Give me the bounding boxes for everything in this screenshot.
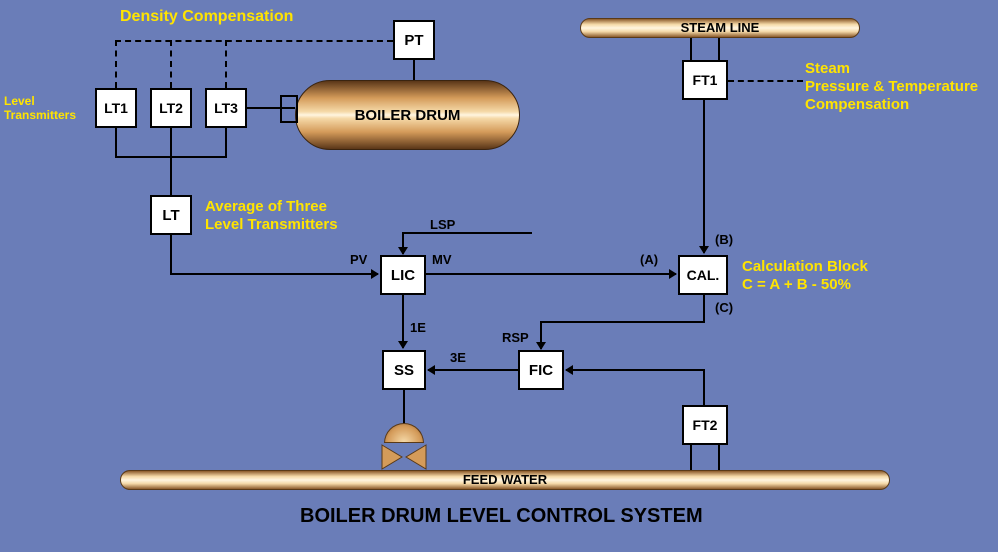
- block-lic: LIC: [380, 255, 426, 295]
- block-ss: SS: [382, 350, 426, 390]
- block-fic-label: FIC: [529, 362, 553, 379]
- block-cal-label: CAL.: [687, 267, 720, 283]
- dash-lt1: [115, 40, 117, 88]
- anno-avg-three: Average of ThreeLevel Transmitters: [205, 198, 338, 234]
- block-fic: FIC: [518, 350, 564, 390]
- feed-water-pipe: FEED WATER: [120, 470, 890, 490]
- line-lt1-d: [115, 128, 117, 158]
- feed-water-label: FEED WATER: [121, 472, 889, 487]
- steam-line-pipe: STEAM LINE: [580, 18, 860, 38]
- valve-body-icon: [380, 443, 428, 471]
- block-pt: PT: [393, 20, 435, 60]
- sig-mv: MV: [432, 252, 452, 267]
- boiler-drum: BOILER DRUM: [295, 80, 520, 150]
- line-lt-lic: [170, 273, 378, 275]
- sig-a: (A): [640, 252, 658, 267]
- block-lt3-label: LT3: [214, 100, 238, 116]
- sig-rsp: RSP: [502, 330, 529, 345]
- anno-level-trans: LevelTransmitters: [4, 94, 76, 122]
- sig-c: (C): [715, 300, 733, 315]
- sig-b: (B): [715, 232, 733, 247]
- line-lt2-d: [170, 128, 172, 195]
- diagram-title: BOILER DRUM LEVEL CONTROL SYSTEM: [300, 505, 703, 528]
- sig-lsp: LSP: [430, 217, 455, 232]
- line-ft1-up-l: [690, 38, 692, 60]
- dash-ft1-comp: [728, 80, 803, 82]
- block-lt2: LT2: [150, 88, 192, 128]
- boiler-drum-label: BOILER DRUM: [355, 107, 461, 124]
- line-lt-bus: [115, 156, 227, 158]
- block-ss-label: SS: [394, 362, 414, 379]
- line-ss-valve: [403, 390, 405, 425]
- block-lt3: LT3: [205, 88, 247, 128]
- line-rsp-down: [540, 321, 542, 349]
- line-ft2-fic: [566, 369, 705, 371]
- block-ft1-label: FT1: [693, 72, 718, 88]
- drum-port: [280, 95, 298, 123]
- line-ft2-up: [703, 369, 705, 405]
- block-lt1-label: LT1: [104, 100, 128, 116]
- line-ft1-up-r: [718, 38, 720, 60]
- line-cal-left: [540, 321, 705, 323]
- line-lsp-h: [402, 232, 532, 234]
- dash-top: [115, 40, 393, 42]
- dash-lt2: [170, 40, 172, 88]
- anno-steam-comp: SteamPressure & TemperatureCompensation: [805, 60, 978, 114]
- block-lt2-label: LT2: [159, 100, 183, 116]
- block-lt-label: LT: [162, 207, 179, 224]
- block-cal: CAL.: [678, 255, 728, 295]
- line-lic-cal: [426, 273, 676, 275]
- block-ft2: FT2: [682, 405, 728, 445]
- sig-1e: 1E: [410, 320, 426, 335]
- line-ft1-cal: [703, 100, 705, 253]
- line-lt3-d: [225, 128, 227, 158]
- sig-3e: 3E: [450, 350, 466, 365]
- valve-actuator: [384, 423, 424, 443]
- line-fic-ss: [428, 369, 518, 371]
- block-lt1: LT1: [95, 88, 137, 128]
- line-lsp-d: [402, 232, 404, 254]
- steam-line-label: STEAM LINE: [581, 20, 859, 35]
- line-pt-drum: [413, 60, 415, 80]
- block-lic-label: LIC: [391, 267, 415, 284]
- block-pt-label: PT: [404, 32, 423, 49]
- anno-calc-block: Calculation BlockC = A + B - 50%: [742, 258, 868, 294]
- block-ft1: FT1: [682, 60, 728, 100]
- dash-lt3: [225, 40, 227, 88]
- line-lic-ss: [402, 295, 404, 348]
- sig-pv: PV: [350, 252, 367, 267]
- line-cal-down: [703, 295, 705, 323]
- line-lt-down: [170, 235, 172, 273]
- anno-density-comp: Density Compensation: [120, 8, 293, 26]
- block-lt: LT: [150, 195, 192, 235]
- line-ft2-d-l: [690, 445, 692, 470]
- line-ft2-d-r: [718, 445, 720, 470]
- block-ft2-label: FT2: [693, 417, 718, 433]
